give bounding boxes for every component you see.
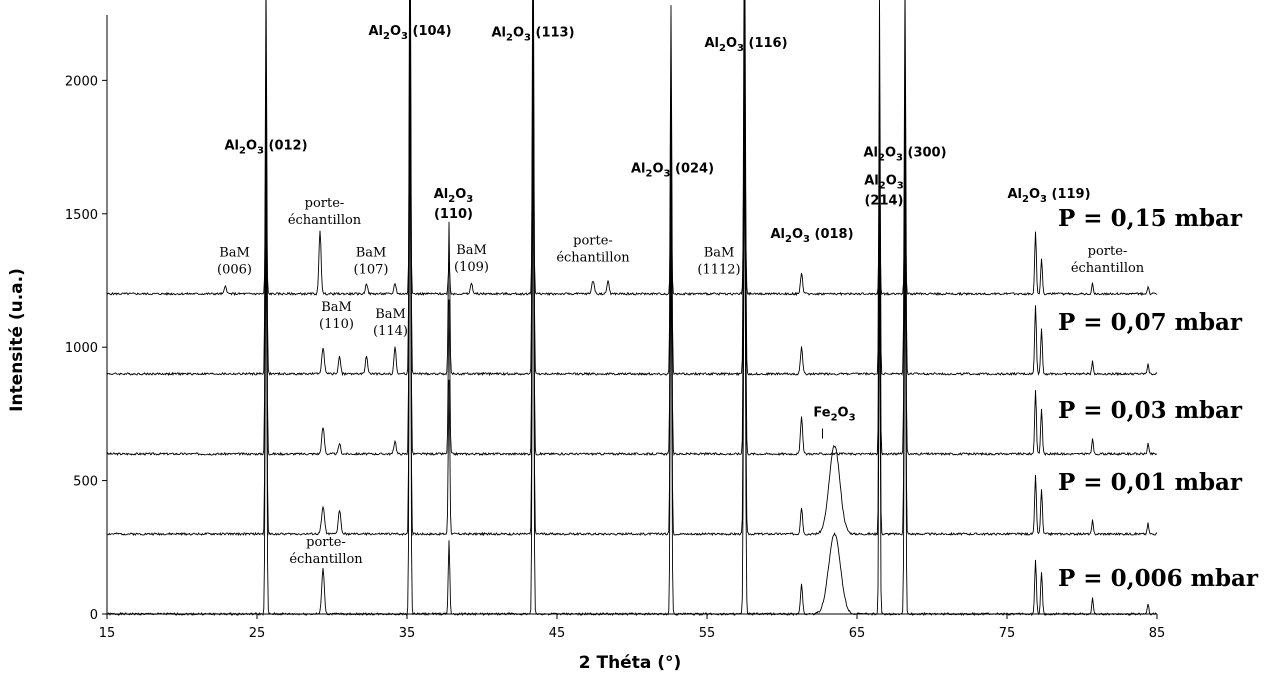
x-tick-label: 45 (549, 626, 566, 641)
annotation-bam-109-line1: BaM (456, 243, 487, 258)
annotation-al2o3-113: Al2O3 (113) (491, 25, 574, 43)
annotations-group: Al2O3 (104) Al2O3 (113) Al2O3 (116) Al2O3 (… (217, 24, 1145, 567)
series-line-1 (106, 13, 1158, 537)
annotation-porte-3-line2: échantillon (1071, 261, 1145, 276)
series-line-2 (106, 0, 1158, 457)
annotation-porte-2-line2: échantillon (556, 250, 630, 265)
annotation-porte-3-line1: porte- (1088, 244, 1128, 259)
annotation-bam-107-line1: BaM (356, 245, 387, 260)
x-tick-label: 15 (99, 626, 116, 641)
annotation-porte-4-line1: porte- (306, 535, 346, 550)
series-line-3 (106, 0, 1158, 377)
series-line-4 (106, 56, 1158, 297)
y-tick-label: 0 (90, 608, 98, 623)
y-tick-label: 2000 (65, 74, 98, 89)
annotation-bam-114-line2: (114) (373, 324, 408, 339)
annotation-al2o3-214: Al2O3 (864, 173, 904, 191)
series-line-0 (106, 79, 1158, 617)
annotation-porte-1-line2: échantillon (288, 213, 362, 228)
series-label-p001: P = 0,01 mbar (1058, 469, 1243, 496)
x-tick-label: 35 (399, 626, 416, 641)
series-label-p003: P = 0,03 mbar (1058, 397, 1243, 424)
annotation-bam-006-line1: BaM (219, 245, 250, 260)
annotation-fe2o3: Fe2O3 (813, 406, 855, 424)
x-tick-label: 65 (849, 626, 866, 641)
annotation-al2o3-018: Al2O3 (018) (770, 227, 853, 245)
annotation-al2o3-300: Al2O3 (300) (863, 145, 946, 163)
annotation-porte-2-line1: porte- (573, 233, 613, 248)
x-tick-label: 75 (999, 626, 1016, 641)
x-tick-label: 25 (249, 626, 266, 641)
annotation-al2o3-110: Al2O3 (434, 187, 474, 205)
annotation-bam-109-line2: (109) (454, 260, 489, 275)
annotation-al2o3-104: Al2O3 (104) (368, 24, 451, 42)
series-label-p015: P = 0,15 mbar (1058, 205, 1243, 232)
y-tick-label: 500 (73, 475, 98, 490)
annotation-bam-1112-line1: BaM (704, 245, 735, 260)
annotation-bam-1112-line2: (1112) (697, 262, 740, 277)
series-group (106, 0, 1158, 617)
y-axis-title: Intensité (u.a.) (7, 268, 27, 412)
annotation-al2o3-024: Al2O3 (024) (631, 161, 714, 179)
annotation-al2o3-116: Al2O3 (116) (704, 36, 787, 54)
annotation-al2o3-214-hkl: (214) (864, 193, 903, 208)
y-tick-label: 1500 (65, 208, 98, 223)
annotation-bam-110-line2: (110) (319, 317, 354, 332)
annotation-bam-114-line1: BaM (375, 307, 406, 322)
annotation-porte-4-line2: échantillon (289, 552, 363, 567)
annotation-al2o3-012: Al2O3 (012) (224, 139, 307, 157)
annotation-al2o3-110-hkl: (110) (434, 207, 473, 222)
axes: 15 25 35 45 55 65 75 85 0 500 1000 1500 2000 (65, 15, 1165, 641)
annotation-bam-006-line2: (006) (217, 262, 252, 277)
x-tick-label: 55 (699, 626, 716, 641)
annotation-bam-107-line2: (107) (354, 262, 389, 277)
x-axis-title: 2 Théta (°) (579, 653, 682, 673)
annotation-porte-1-line1: porte- (305, 196, 345, 211)
annotation-bam-110-line1: BaM (321, 300, 352, 315)
annotation-al2o3-119: Al2O3 (119) (1007, 187, 1090, 205)
y-tick-label: 1000 (65, 341, 98, 356)
series-label-p0006: P = 0,006 mbar (1058, 565, 1259, 592)
series-label-p007: P = 0,07 mbar (1058, 309, 1243, 336)
x-tick-label: 85 (1149, 626, 1166, 641)
